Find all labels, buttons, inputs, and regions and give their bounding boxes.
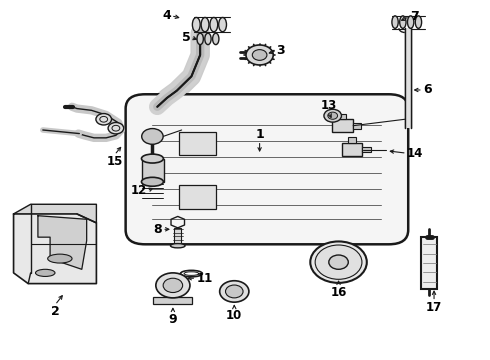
Ellipse shape	[219, 18, 226, 32]
Ellipse shape	[416, 16, 421, 28]
Polygon shape	[14, 204, 97, 223]
Circle shape	[310, 242, 367, 283]
Text: 16: 16	[330, 287, 347, 300]
Circle shape	[324, 109, 342, 122]
Text: 7: 7	[410, 10, 418, 23]
Ellipse shape	[400, 16, 406, 28]
Ellipse shape	[142, 154, 163, 163]
Bar	[339, 113, 346, 119]
Bar	[363, 147, 371, 153]
Circle shape	[328, 112, 338, 119]
Ellipse shape	[408, 16, 414, 28]
Ellipse shape	[392, 16, 398, 28]
Ellipse shape	[197, 33, 203, 45]
Ellipse shape	[48, 254, 72, 263]
Ellipse shape	[210, 18, 218, 32]
Circle shape	[156, 273, 190, 298]
Circle shape	[108, 122, 123, 134]
Bar	[353, 123, 362, 129]
Ellipse shape	[201, 18, 209, 32]
Text: 15: 15	[106, 155, 122, 168]
Bar	[342, 143, 363, 157]
Text: 5: 5	[182, 31, 191, 44]
Ellipse shape	[171, 244, 185, 248]
Text: 2: 2	[50, 305, 59, 318]
Bar	[405, 28, 411, 128]
Circle shape	[163, 278, 183, 293]
Polygon shape	[171, 216, 185, 228]
Ellipse shape	[142, 177, 163, 186]
Bar	[332, 119, 353, 132]
Polygon shape	[38, 216, 87, 269]
Text: 17: 17	[426, 301, 442, 314]
Bar	[179, 185, 216, 208]
Text: 14: 14	[407, 147, 423, 160]
Circle shape	[315, 245, 362, 279]
Text: 3: 3	[277, 44, 285, 57]
Text: 9: 9	[169, 313, 177, 326]
Bar	[348, 138, 356, 143]
Text: 10: 10	[226, 309, 243, 322]
Ellipse shape	[213, 33, 219, 45]
Ellipse shape	[35, 269, 55, 276]
Circle shape	[252, 50, 267, 60]
Text: 6: 6	[423, 84, 432, 96]
Text: 13: 13	[320, 99, 337, 112]
Polygon shape	[14, 214, 97, 284]
Bar	[421, 237, 437, 289]
Text: 4: 4	[162, 9, 171, 22]
Text: 12: 12	[130, 184, 147, 197]
Circle shape	[246, 45, 273, 65]
Circle shape	[329, 255, 348, 269]
Ellipse shape	[193, 18, 200, 32]
Text: 1: 1	[255, 128, 264, 141]
Ellipse shape	[205, 33, 211, 45]
Circle shape	[220, 281, 249, 302]
Circle shape	[225, 285, 243, 298]
Bar	[142, 158, 164, 182]
Text: 11: 11	[196, 272, 213, 285]
FancyBboxPatch shape	[125, 94, 408, 244]
Bar	[153, 297, 193, 303]
Bar	[179, 132, 216, 155]
Bar	[174, 228, 181, 244]
Circle shape	[142, 129, 163, 144]
Circle shape	[96, 113, 112, 125]
Text: 8: 8	[153, 223, 162, 236]
